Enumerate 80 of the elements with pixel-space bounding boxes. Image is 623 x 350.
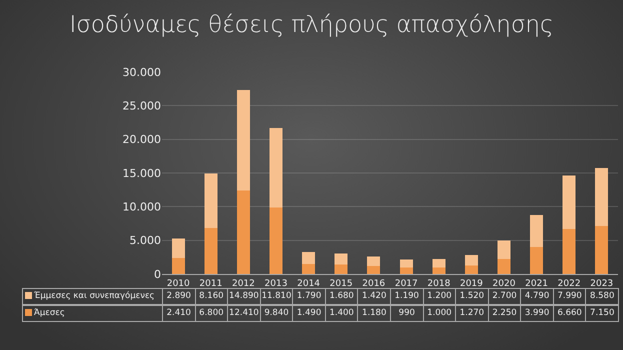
x-tick-label: 2013: [264, 278, 288, 289]
bar: [464, 265, 478, 274]
bar: [530, 247, 544, 274]
data-label: 1.490: [292, 305, 326, 322]
y-tick-label: 5.000: [130, 234, 161, 248]
bar: [562, 229, 576, 274]
data-label: 1.190: [390, 288, 424, 305]
bar: [302, 252, 316, 264]
bar: [269, 208, 283, 274]
data-label: 8.580: [585, 288, 619, 305]
x-tick-label: 2016: [362, 278, 386, 289]
x-tick-label: 2020: [492, 278, 516, 289]
data-label: 1.000: [422, 305, 456, 322]
bar: [302, 264, 316, 274]
bar: [432, 267, 446, 274]
x-tick-label: 2019: [460, 278, 484, 289]
bar: [400, 259, 413, 268]
bar: [204, 228, 218, 274]
data-label: 9.840: [260, 305, 294, 322]
bar: [172, 238, 185, 258]
data-label: 1.520: [455, 288, 489, 305]
data-label: 3.990: [520, 305, 554, 322]
bar: [334, 253, 348, 265]
data-label: 7.990: [552, 288, 586, 305]
data-label: 1.400: [324, 305, 358, 322]
bar: [464, 255, 478, 266]
bar: [562, 175, 576, 230]
data-label: 7.150: [585, 305, 619, 322]
bar: [367, 266, 380, 274]
y-tick-label: 0: [154, 268, 161, 281]
bar: [497, 240, 511, 259]
data-label: 4.790: [520, 288, 554, 305]
x-tick-label: 2018: [427, 278, 451, 289]
data-label: 11.810: [260, 288, 294, 305]
data-label: 1.270: [455, 305, 489, 322]
data-label: 6.660: [552, 305, 586, 322]
x-tick-label: 2010: [166, 278, 190, 289]
bar: [204, 173, 218, 228]
bar: [269, 128, 283, 208]
bar: [530, 214, 544, 248]
data-label: 2.700: [488, 288, 522, 305]
bar: [236, 90, 250, 190]
y-tick-label: 30.000: [122, 66, 161, 79]
x-tick-label: 2012: [232, 278, 255, 289]
chart-title: Ισοδύναμες θέσεις πλήρους απασχόλησης: [68, 12, 555, 38]
data-label: 2.410: [162, 305, 196, 322]
x-tick-label: 2014: [297, 278, 320, 289]
y-tick-label: 25.000: [122, 100, 161, 113]
data-label: 6.800: [194, 305, 228, 322]
bar: [595, 226, 608, 274]
data-label: 14.890: [227, 288, 261, 305]
bar: [236, 190, 250, 274]
data-label: 2.250: [488, 305, 522, 322]
bar: [400, 267, 413, 274]
data-label: 8.160: [194, 288, 228, 305]
bar: [367, 256, 380, 266]
y-tick-label: 10.000: [122, 200, 161, 214]
x-tick-label: 2011: [199, 278, 222, 289]
data-label: 2.890: [162, 288, 196, 305]
bar: [595, 168, 608, 226]
bar: [334, 264, 348, 274]
bar: [172, 258, 185, 274]
data-label: 1.420: [357, 288, 391, 305]
data-label: 1.680: [324, 288, 358, 305]
data-label: 12.410: [227, 305, 261, 322]
bar: [497, 258, 511, 274]
y-tick-label: 15.000: [122, 166, 161, 180]
data-label: 1.180: [357, 305, 391, 322]
data-label: 990: [390, 305, 424, 322]
data-label: 1.200: [422, 288, 456, 305]
x-tick-label: 2017: [394, 278, 418, 289]
y-tick-label: 20.000: [122, 133, 161, 146]
legend-label: Έμμεσες και συνεπαγόμενες: [34, 291, 155, 301]
x-tick-label: 2015: [330, 278, 353, 289]
x-tick-label: 2022: [558, 278, 581, 289]
bar: [432, 259, 446, 268]
x-tick-label: 2021: [525, 278, 548, 289]
data-label: 1.790: [292, 288, 326, 305]
legend-label: Άμεσες: [34, 308, 65, 318]
x-tick-label: 2023: [590, 278, 614, 289]
